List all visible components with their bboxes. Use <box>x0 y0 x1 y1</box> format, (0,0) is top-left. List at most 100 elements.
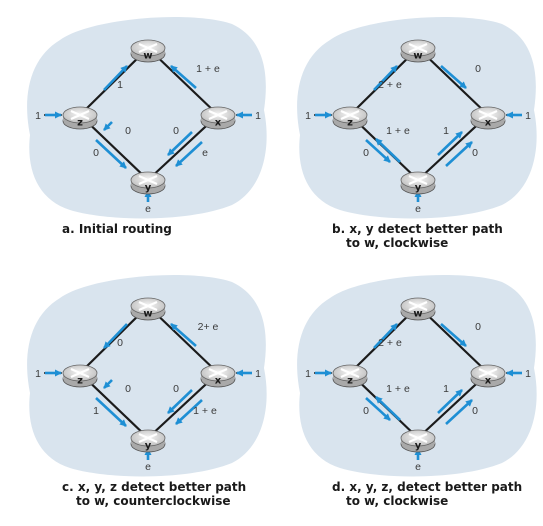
arrow-x-y-upper <box>167 131 193 156</box>
router-z-label: z <box>77 376 83 387</box>
caption-line: to w, clockwise <box>346 236 449 250</box>
router-w-label: w <box>413 309 422 320</box>
caption-line: to w, clockwise <box>346 494 449 508</box>
router-y: y <box>130 171 166 195</box>
label-x-w: 1 + e <box>196 63 220 75</box>
panel-a: w x y z 1 1 e 1 1 + e 0 0 0 e <box>27 17 267 219</box>
arrow-z-w <box>373 65 398 91</box>
arrow-z-y-lower <box>365 139 391 163</box>
arrow-z-y-lower <box>95 139 127 169</box>
caption-line: x, y, z, detect better path <box>349 480 523 494</box>
router-y-label: y <box>145 183 152 194</box>
router-z: z <box>62 106 98 130</box>
panel-d: w x y z 1 1 e 2 + e 0 1 + e 0 1 0 <box>297 275 537 477</box>
router-z: z <box>332 364 368 388</box>
arrow-z-y-upper <box>103 379 113 389</box>
label-z-y-upper: 0 <box>125 125 131 137</box>
router-z-label: z <box>77 118 83 129</box>
label-x-y-lower: e <box>202 147 208 159</box>
label-x-y-upper: 0 <box>173 383 179 395</box>
arrow-z-y-upper <box>375 138 401 163</box>
caption-line: x, y detect better path <box>349 222 503 236</box>
arrow-z-y-lower <box>95 397 127 427</box>
arrow-x-y-lower <box>175 399 203 425</box>
arrow-z-w <box>373 323 398 349</box>
arrow-x-w <box>170 65 197 89</box>
cloud-background <box>297 275 537 477</box>
router-w: w <box>130 39 166 63</box>
router-z: z <box>62 364 98 388</box>
router-y-label: y <box>145 441 152 452</box>
arrow-x-w <box>440 323 467 347</box>
caption-line: Initial routing <box>78 222 172 236</box>
router-w-label: w <box>143 309 152 320</box>
caption-letter: d. <box>332 480 350 494</box>
label-x-w: 0 <box>475 321 481 333</box>
router-w-label: w <box>413 51 422 62</box>
router-w-label: w <box>143 51 152 62</box>
caption-d: d. x, y, z, detect better path to w, cloc… <box>332 480 522 508</box>
caption-c: c. x, y, z detect better path to w, count… <box>62 480 246 508</box>
ext-label-z: 1 <box>35 368 41 380</box>
label-x-y-upper: 1 <box>443 383 449 395</box>
label-z-y-lower: 0 <box>93 147 99 159</box>
label-x-y-upper: 1 <box>443 125 449 137</box>
router-w: w <box>130 297 166 321</box>
caption-line: x, y, z detect better path <box>77 480 247 494</box>
ext-label-x: 1 <box>255 368 261 380</box>
router-x-label: x <box>485 376 492 387</box>
router-z-label: z <box>347 118 353 129</box>
label-x-y-lower: 0 <box>472 405 478 417</box>
router-y: y <box>130 429 166 453</box>
ext-label-z: 1 <box>35 110 41 122</box>
router-y-label: y <box>415 183 422 194</box>
label-z-w: 0 <box>117 337 123 349</box>
router-x: x <box>470 106 506 130</box>
label-z-w: 2 + e <box>378 337 402 349</box>
caption-letter: a. <box>62 222 79 236</box>
ext-label-x: 1 <box>255 110 261 122</box>
cloud-background <box>27 275 267 477</box>
ext-label-z: 1 <box>305 368 311 380</box>
router-w: w <box>400 297 436 321</box>
arrow-x-y-lower <box>445 141 473 167</box>
label-z-y-upper: 1 + e <box>386 125 410 137</box>
router-y: y <box>400 429 436 453</box>
panel-b: w x y z 1 1 e 2 + e 0 1 + e 0 1 0 <box>297 17 537 219</box>
router-x: x <box>200 106 236 130</box>
cloud-background <box>297 17 537 219</box>
arrow-x-w <box>170 323 197 347</box>
arrow-x-y-lower <box>445 399 473 425</box>
arrow-z-w <box>103 65 128 91</box>
arrow-x-y-upper <box>437 131 463 156</box>
label-z-w: 2 + e <box>378 79 402 91</box>
cloud-background <box>27 17 267 219</box>
ext-label-x: 1 <box>525 368 531 380</box>
arrow-z-y-upper <box>375 396 401 421</box>
label-z-w: 1 <box>117 79 123 91</box>
label-z-y-lower: 0 <box>363 405 369 417</box>
router-x-label: x <box>485 118 492 129</box>
router-x: x <box>200 364 236 388</box>
arrow-x-y-upper <box>167 389 193 414</box>
ext-label-y: e <box>145 461 151 473</box>
arrow-x-w <box>440 65 467 89</box>
ext-label-y: e <box>145 203 151 215</box>
label-x-w: 0 <box>475 63 481 75</box>
panel-c: w x y z 1 1 e 0 2+ e 0 1 0 1 + e <box>27 275 267 477</box>
label-z-y-lower: 1 <box>93 405 99 417</box>
router-x: x <box>470 364 506 388</box>
router-w: w <box>400 39 436 63</box>
label-z-y-upper: 1 + e <box>386 383 410 395</box>
label-x-y-lower: 1 + e <box>193 405 217 417</box>
ext-label-y: e <box>415 203 421 215</box>
router-y: y <box>400 171 436 195</box>
ext-label-x: 1 <box>525 110 531 122</box>
ext-label-y: e <box>415 461 421 473</box>
label-z-y-upper: 0 <box>125 383 131 395</box>
caption-a: a. Initial routing <box>62 222 172 236</box>
label-x-y-lower: 0 <box>472 147 478 159</box>
router-x-label: x <box>215 376 222 387</box>
arrow-z-y-lower <box>365 397 391 421</box>
